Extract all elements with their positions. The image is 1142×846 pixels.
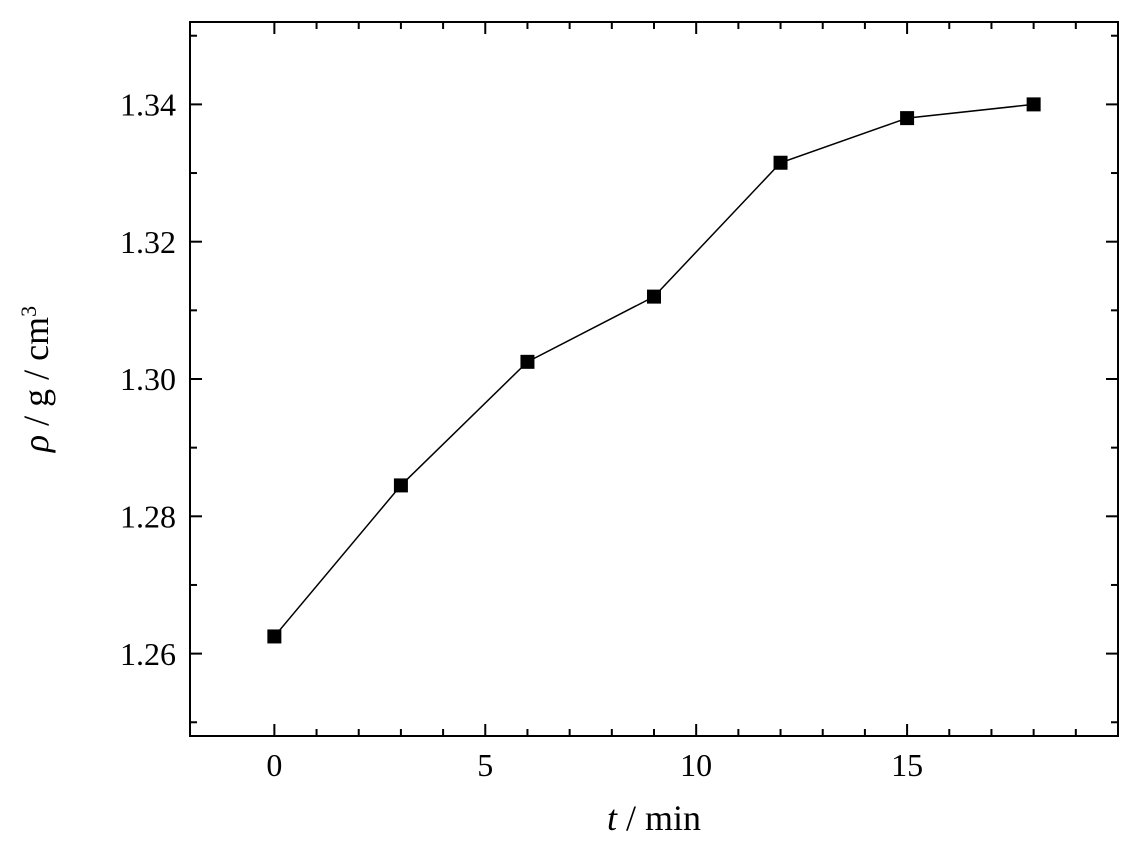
- x-tick-label: 15: [891, 747, 923, 783]
- data-marker: [647, 290, 661, 304]
- x-tick-label: 10: [680, 747, 712, 783]
- y-tick-label: 1.28: [120, 499, 176, 535]
- data-marker: [1027, 97, 1041, 111]
- y-tick-label: 1.32: [120, 224, 176, 260]
- data-marker: [774, 156, 788, 170]
- x-tick-label: 5: [477, 747, 493, 783]
- data-marker: [267, 629, 281, 643]
- chart-container: 0 5 10 15 1.26 1.28 1.30 1.32 1.34 t / min ρ / g /…: [0, 0, 1142, 846]
- density-vs-time-chart: 0 5 10 15 1.26 1.28 1.30 1.32 1.34 t / min ρ / g /…: [0, 0, 1142, 846]
- y-axis-label: ρ / g / cm3: [16, 306, 57, 453]
- data-marker: [520, 355, 534, 369]
- y-tick-label: 1.26: [120, 636, 176, 672]
- y-tick-label: 1.30: [120, 361, 176, 397]
- data-marker: [394, 478, 408, 492]
- data-marker: [900, 111, 914, 125]
- x-axis-label: t / min: [607, 798, 701, 838]
- x-tick-label: 0: [266, 747, 282, 783]
- y-tick-label: 1.34: [120, 87, 176, 123]
